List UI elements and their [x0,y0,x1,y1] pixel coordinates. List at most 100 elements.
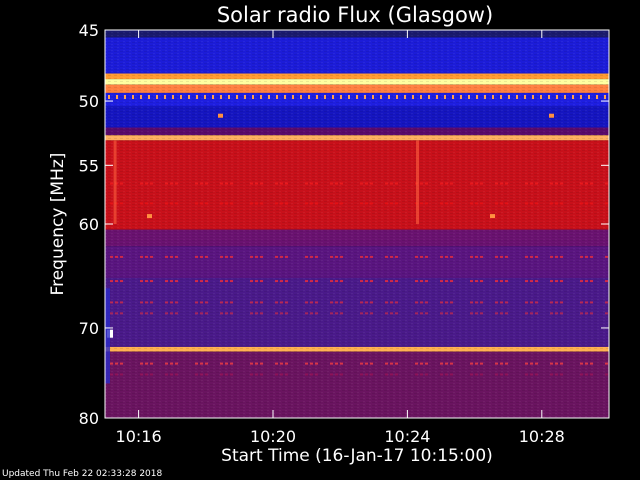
interference-dot [475,362,478,365]
signal-blip [218,113,223,118]
interference-dot [170,312,173,315]
interference-dot [310,312,313,315]
interference-dot [390,182,393,185]
interference-dot [200,255,203,258]
interference-dot [445,280,448,283]
interference-dot [370,362,373,365]
harmonic-dot [156,94,158,99]
interference-dot [505,373,508,376]
interference-dot [390,202,393,205]
interference-dot [550,312,553,315]
harmonic-dot [516,94,518,99]
interference-dot [470,362,473,365]
interference-dot [445,202,448,205]
interference-dot [560,312,563,315]
noise-texture [105,30,609,418]
interference-dot [205,312,208,315]
harmonic-dot [604,94,606,99]
interference-dot [310,255,313,258]
interference-dot [305,255,308,258]
interference-dot [175,312,178,315]
interference-dot [335,182,338,185]
interference-dot [200,373,203,376]
interference-dot [590,362,593,365]
interference-dot [330,255,333,258]
interference-dot [140,280,143,283]
interference-dot [170,182,173,185]
harmonic-dot [588,94,590,99]
interference-dot [165,255,168,258]
interference-dot [275,312,278,315]
interference-dot [275,202,278,205]
y-axis-ticks: 45 50 55 60 70 80 [79,21,609,428]
interference-dot [505,202,508,205]
interference-dot [305,301,308,304]
harmonic-dot [252,94,254,99]
interference-dot [120,301,123,304]
interference-dot [495,202,498,205]
interference-dot [385,301,388,304]
interference-dot [580,202,583,205]
interference-dot [335,362,338,365]
interference-dot [550,202,553,205]
interference-dot [250,301,253,304]
interference-dot [385,202,388,205]
interference-dot [580,182,583,185]
interference-dot [365,280,368,283]
plot-area [105,30,609,418]
interference-dot [165,280,168,283]
interference-dot [140,362,143,365]
interference-dot [165,202,168,205]
interference-dot [150,280,153,283]
interference-dot [255,255,258,258]
interference-dot [420,301,423,304]
harmonic-dot [116,94,118,99]
interference-dot [285,301,288,304]
interference-dot [530,301,533,304]
interference-dot [330,280,333,283]
interference-dot [365,373,368,376]
interference-dot [250,362,253,365]
interference-dot [110,362,113,365]
interference-dot [230,182,233,185]
interference-dot [365,301,368,304]
interference-dot [255,280,258,283]
interference-dot [150,182,153,185]
harmonic-dot [140,94,142,99]
interference-dot [150,301,153,304]
interference-dot [335,280,338,283]
harmonic-dot [220,94,222,99]
harmonic-dot [132,94,134,99]
interference-dot [550,301,553,304]
interference-dot [585,202,588,205]
interference-dot [175,255,178,258]
interference-dot [535,202,538,205]
chart-title: Solar radio Flux (Glasgow) [217,3,493,27]
interference-dot [220,182,223,185]
interference-dot [145,255,148,258]
interference-dot [525,202,528,205]
interference-dot [250,280,253,283]
harmonic-dot [492,94,494,99]
interference-dot [535,362,538,365]
interference-dot [145,202,148,205]
interference-dot [280,362,283,365]
interference-dot [395,373,398,376]
interference-dot [415,255,418,258]
interference-dot [260,202,263,205]
interference-dot [255,301,258,304]
harmonic-dot [332,94,334,99]
interference-dot [450,373,453,376]
interference-dot [330,373,333,376]
interference-dot [525,255,528,258]
interference-dot [220,362,223,365]
interference-dot [580,255,583,258]
interference-dot [170,202,173,205]
interference-dot [550,280,553,283]
interference-dot [385,255,388,258]
interference-dot [280,312,283,315]
interference-dot [370,255,373,258]
interference-dot [315,255,318,258]
interference-dot [420,182,423,185]
interference-dot [445,312,448,315]
